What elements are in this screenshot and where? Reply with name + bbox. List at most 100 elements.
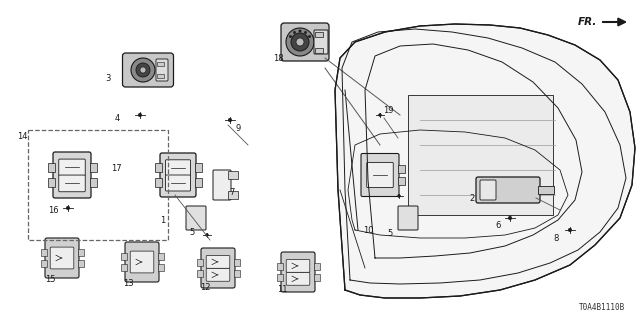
FancyBboxPatch shape bbox=[206, 268, 230, 281]
Bar bbox=[398, 177, 405, 185]
Bar bbox=[538, 186, 554, 194]
Bar bbox=[408, 95, 552, 215]
Bar bbox=[234, 270, 239, 277]
Circle shape bbox=[140, 67, 146, 73]
FancyBboxPatch shape bbox=[206, 255, 230, 268]
FancyBboxPatch shape bbox=[213, 170, 231, 200]
Text: 18: 18 bbox=[273, 53, 284, 62]
Bar bbox=[28, 130, 168, 240]
Bar bbox=[314, 274, 319, 281]
FancyBboxPatch shape bbox=[201, 248, 235, 288]
Text: 3: 3 bbox=[106, 74, 111, 83]
Bar bbox=[120, 253, 127, 260]
Text: 13: 13 bbox=[123, 278, 133, 287]
Text: 5: 5 bbox=[189, 228, 195, 236]
Bar bbox=[77, 249, 83, 256]
FancyBboxPatch shape bbox=[59, 175, 85, 192]
Bar bbox=[154, 178, 161, 187]
FancyBboxPatch shape bbox=[476, 177, 540, 203]
Text: 5: 5 bbox=[387, 228, 392, 237]
Circle shape bbox=[296, 38, 304, 46]
Bar bbox=[196, 259, 202, 266]
Circle shape bbox=[379, 114, 381, 116]
Bar bbox=[90, 163, 97, 172]
Circle shape bbox=[568, 228, 572, 232]
Bar bbox=[228, 171, 238, 179]
Circle shape bbox=[136, 63, 150, 77]
FancyBboxPatch shape bbox=[166, 175, 191, 191]
FancyBboxPatch shape bbox=[53, 152, 91, 198]
Bar bbox=[40, 260, 47, 267]
Text: 7: 7 bbox=[229, 188, 235, 196]
Polygon shape bbox=[335, 24, 635, 298]
Bar bbox=[157, 264, 163, 271]
Text: 1: 1 bbox=[161, 215, 166, 225]
Text: 15: 15 bbox=[45, 276, 55, 284]
Text: 14: 14 bbox=[17, 132, 28, 140]
FancyBboxPatch shape bbox=[122, 53, 173, 87]
Bar bbox=[276, 263, 282, 270]
FancyBboxPatch shape bbox=[281, 23, 329, 61]
Bar bbox=[315, 31, 323, 36]
FancyBboxPatch shape bbox=[398, 206, 418, 230]
Bar bbox=[90, 178, 97, 187]
Bar bbox=[77, 260, 83, 267]
FancyBboxPatch shape bbox=[130, 251, 154, 273]
Circle shape bbox=[205, 234, 209, 236]
Bar bbox=[157, 62, 163, 66]
Bar bbox=[157, 253, 163, 260]
FancyBboxPatch shape bbox=[286, 272, 310, 285]
Circle shape bbox=[508, 216, 512, 220]
Circle shape bbox=[293, 31, 296, 34]
Circle shape bbox=[228, 118, 232, 122]
FancyBboxPatch shape bbox=[45, 238, 79, 278]
Circle shape bbox=[308, 35, 311, 38]
FancyBboxPatch shape bbox=[125, 242, 159, 282]
Bar bbox=[234, 259, 239, 266]
Bar bbox=[314, 263, 319, 270]
Text: 19: 19 bbox=[383, 106, 393, 115]
FancyBboxPatch shape bbox=[286, 260, 310, 272]
FancyBboxPatch shape bbox=[361, 154, 399, 196]
Circle shape bbox=[138, 113, 141, 117]
Bar bbox=[154, 164, 161, 172]
Bar bbox=[157, 74, 163, 78]
Bar bbox=[276, 274, 282, 281]
Text: 16: 16 bbox=[48, 205, 58, 214]
Text: FR.: FR. bbox=[578, 17, 597, 27]
Circle shape bbox=[67, 206, 70, 210]
Text: 17: 17 bbox=[111, 164, 122, 172]
FancyBboxPatch shape bbox=[59, 159, 85, 176]
FancyBboxPatch shape bbox=[166, 160, 191, 176]
FancyBboxPatch shape bbox=[480, 180, 496, 200]
Bar bbox=[315, 47, 323, 52]
Text: 9: 9 bbox=[236, 124, 241, 132]
Text: 8: 8 bbox=[554, 234, 559, 243]
Bar bbox=[196, 270, 202, 277]
Text: 6: 6 bbox=[495, 220, 500, 229]
FancyBboxPatch shape bbox=[186, 206, 206, 230]
Circle shape bbox=[291, 33, 309, 51]
Circle shape bbox=[289, 35, 292, 38]
Bar bbox=[47, 178, 54, 187]
FancyBboxPatch shape bbox=[281, 252, 315, 292]
Bar bbox=[195, 164, 202, 172]
Circle shape bbox=[131, 58, 155, 82]
FancyBboxPatch shape bbox=[160, 153, 196, 197]
FancyBboxPatch shape bbox=[367, 163, 393, 188]
Text: 12: 12 bbox=[200, 283, 211, 292]
Text: 11: 11 bbox=[276, 285, 287, 294]
Bar bbox=[195, 178, 202, 187]
FancyBboxPatch shape bbox=[314, 30, 328, 54]
Circle shape bbox=[299, 30, 301, 32]
Text: 4: 4 bbox=[115, 114, 120, 123]
Text: 2: 2 bbox=[469, 194, 475, 203]
Text: 10: 10 bbox=[363, 226, 373, 235]
Text: T0A4B1110B: T0A4B1110B bbox=[579, 303, 625, 312]
Circle shape bbox=[286, 28, 314, 56]
Bar bbox=[120, 264, 127, 271]
Bar bbox=[47, 163, 54, 172]
FancyBboxPatch shape bbox=[156, 59, 168, 81]
Bar bbox=[398, 164, 405, 173]
Bar bbox=[40, 249, 47, 256]
